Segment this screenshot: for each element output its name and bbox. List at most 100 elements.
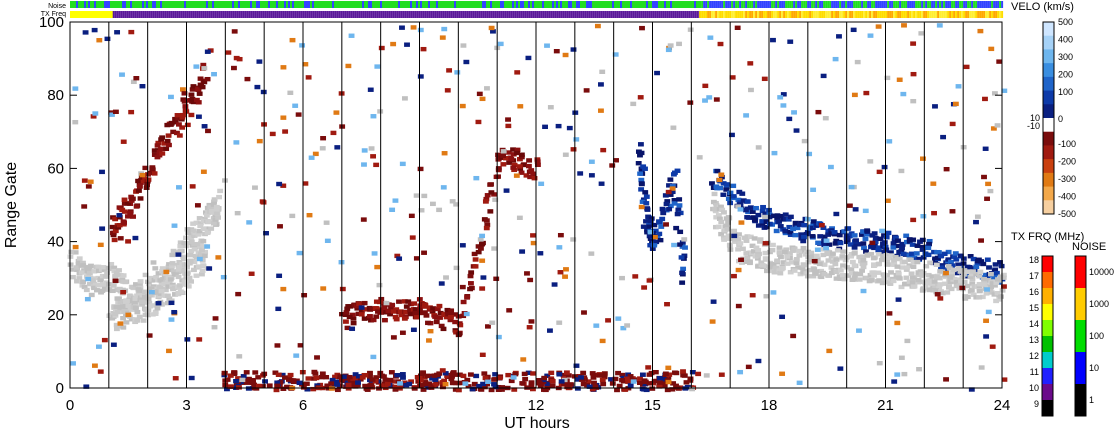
frequency-scale-swatch [1042, 384, 1053, 401]
echo-afternoon-ground-cell [976, 288, 983, 294]
echo-ionospheric-midday-cell [483, 218, 490, 223]
echo-afternoon-ground-cell [967, 274, 974, 280]
echo-sporadic-cell [526, 325, 533, 330]
echo-near-range-cell [673, 370, 680, 376]
txfreq-bar-cell [470, 11, 473, 18]
echo-near-range-cell [224, 386, 230, 392]
echo-ground-scatter-upper-cell [194, 242, 201, 247]
txfreq-bar-cell [396, 11, 399, 18]
echo-ground-scatter-upper-cell [196, 216, 203, 221]
echo-afternoon-band-cell [851, 233, 858, 238]
echo-near-range-cell [274, 383, 281, 389]
echo-sporadic-cell [399, 161, 406, 167]
echo-near-range-cell [508, 378, 515, 384]
noise-bar-cell [855, 1, 858, 8]
echo-sporadic-cell [796, 380, 803, 386]
noise-bar-cell [963, 1, 966, 8]
txfreq-bar-cell [787, 11, 790, 18]
echo-near-range-cell [476, 383, 483, 389]
echo-sporadic-cell [104, 36, 111, 42]
noise-bar-cell [805, 1, 808, 8]
noise-bar-cell [644, 1, 646, 8]
echo-afternoon-band-cell [796, 222, 803, 227]
noise-bar-cell [108, 1, 110, 8]
txfreq-bar-cell [196, 11, 199, 18]
txfreq-bar-cell [753, 11, 756, 18]
noise-bar-cell [530, 1, 532, 8]
echo-ground-scatter-lower-cell [126, 293, 133, 298]
txfreq-bar-cell [246, 11, 249, 18]
echo-ionospheric-midday-cell [401, 299, 408, 304]
echo-blue-streak-cell [638, 181, 645, 187]
echo-near-range-cell [481, 384, 488, 390]
echo-sporadic-cell [231, 29, 238, 34]
echo-sporadic-cell [334, 145, 341, 150]
noise-scale-tick: 100 [1089, 331, 1104, 341]
echo-afternoon-ground-cell [976, 274, 983, 279]
frequency-scale-tick: 14 [1029, 319, 1039, 329]
echo-afternoon-ground-cell [860, 264, 867, 270]
txfreq-bar-cell [200, 11, 203, 18]
status-bars: Noise TX Freq [41, 1, 1004, 18]
echo-sporadic-cell [894, 372, 901, 377]
echo-afternoon-ground-cell [909, 280, 916, 285]
txfreq-bar-cell [731, 11, 734, 18]
echo-ionospheric-morning-cell [165, 133, 172, 138]
echo-afternoon-band-cell [966, 264, 973, 270]
echo-ionospheric-morning-cell [129, 196, 136, 201]
echo-near-range-cell [657, 380, 663, 385]
echo-ground-scatter-upper-cell [210, 202, 217, 207]
echo-afternoon-ground-cell [814, 257, 821, 262]
echo-afternoon-ground-cell [980, 282, 987, 287]
echo-near-range-cell [689, 370, 696, 375]
echo-afternoon-band-cell [973, 264, 980, 269]
echo-afternoon-ground-cell [825, 273, 832, 278]
echo-sporadic-cell [833, 211, 840, 217]
txfreq-bar-cell [831, 11, 834, 18]
echo-afternoon-ground-cell [995, 277, 1001, 282]
echo-ionospheric-midday-cell [460, 299, 467, 305]
txfreq-bar-cell [546, 11, 549, 18]
txfreq-bar-cell [340, 11, 343, 18]
txfreq-bar-cell [404, 11, 407, 18]
echo-ionospheric-midday-cell [393, 317, 400, 322]
echo-sporadic-cell [901, 371, 908, 377]
velocity-scale-swatch [1043, 63, 1054, 78]
echo-ground-scatter-upper-cell [95, 264, 102, 270]
echo-ground-scatter-upper-cell [213, 204, 220, 210]
velocity-scale-swatch [1043, 172, 1054, 188]
echo-ionospheric-midday-cell [355, 311, 362, 317]
txfreq-bar-cell [156, 11, 159, 18]
echo-ground-scatter-lower-cell [191, 259, 198, 265]
noise-bar-cell [520, 1, 522, 8]
noise-bar-cell [723, 1, 726, 8]
txfreq-bar-cell [823, 11, 826, 18]
echo-afternoon-ground-cell [837, 276, 844, 282]
echo-sporadic-cell [383, 300, 390, 306]
echo-afternoon-ground-cell [933, 262, 940, 268]
txfreq-bar-cell [879, 11, 882, 18]
noise-bar-cell [94, 1, 96, 8]
noise-bar-cell [698, 1, 700, 8]
echo-ionospheric-morning-cell [116, 205, 123, 210]
txfreq-bar-cell [767, 11, 770, 18]
echo-near-range-cell [495, 387, 502, 392]
echo-sporadic-cell [212, 316, 219, 321]
txfreq-bar-cell [440, 11, 443, 18]
velocity-scale-swatch [1043, 186, 1054, 201]
noise-bar-cell [392, 1, 394, 8]
noise-bar-cell [156, 1, 158, 8]
txfreq-bar-cell [574, 11, 577, 18]
echo-sporadic-cell [114, 30, 121, 35]
echo-sporadic-cell [426, 338, 432, 343]
noise-bar-cell [340, 1, 342, 8]
noise-bar-cell [703, 1, 706, 8]
echo-ionospheric-morning-cell [179, 115, 186, 120]
echo-sporadic-cell [561, 377, 568, 383]
txfreq-bar-cell [266, 11, 269, 18]
echo-near-range-cell [334, 387, 341, 393]
noise-bar-cell [366, 1, 368, 8]
noise-bar-cell [889, 1, 892, 8]
txfreq-bar-cell [216, 11, 219, 18]
echo-afternoon-ground-cell [764, 268, 770, 274]
